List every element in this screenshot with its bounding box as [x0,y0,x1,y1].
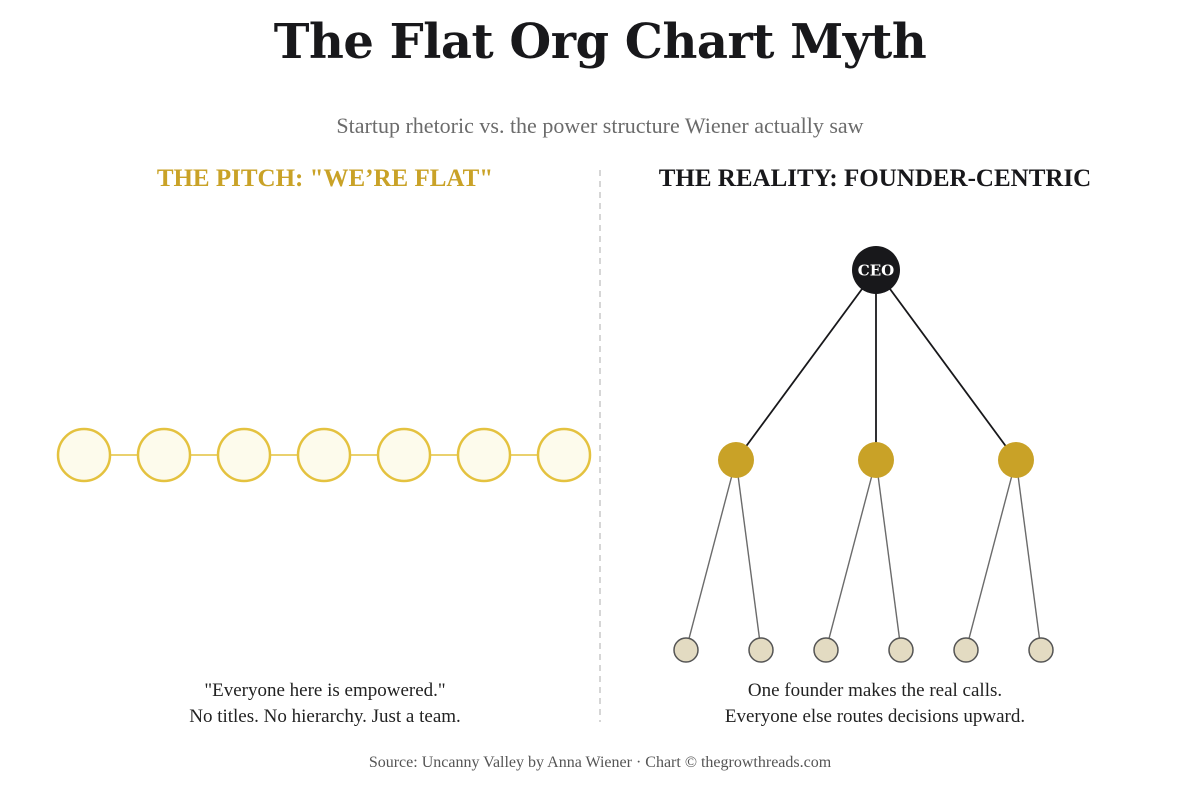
report-node [888,637,914,663]
report-node [813,637,839,663]
ceo-to-manager-link [875,269,1017,461]
flat-node [536,427,592,483]
manager-node [998,442,1034,478]
pitch-heading: THE PITCH: "WE’RE FLAT" [156,165,494,192]
flat-node [136,427,192,483]
manager-node [858,442,894,478]
source-credit: Source: Uncanny Valley by Anna Wiener · … [368,754,832,771]
manager-to-report-link [965,459,1017,651]
flat-node [56,427,112,483]
report-node [673,637,699,663]
reality-caption-line1: One founder makes the real calls. [747,680,1003,701]
reality-heading: THE REALITY: FOUNDER-CENTRIC [658,165,1092,192]
page-subtitle: Startup rhetoric vs. the power structure… [336,113,864,138]
flat-org-chain [56,427,592,483]
ceo-to-manager-link [735,269,877,461]
pitch-caption: "Everyone here is empowered." No titles.… [30,678,620,730]
ceo-label: CEO [858,262,894,280]
reality-caption: One founder makes the real calls. Everyo… [610,678,1140,730]
manager-to-report-link [1015,459,1042,651]
reality-caption-line2: Everyone else routes decisions upward. [724,706,1026,727]
pitch-caption-detail: No titles. No hierarchy. Just a team. [189,706,461,727]
pitch-caption-quote: "Everyone here is empowered." [204,680,446,701]
manager-to-report-link [875,459,902,651]
ceo-node [852,246,900,294]
manager-to-report-link [825,459,877,651]
flat-node [456,427,512,483]
manager-to-report-link [685,459,737,651]
flat-node [296,427,352,483]
page-title: The Flat Org Chart Myth [273,14,927,70]
founder-centric-tree: CEO [673,246,1054,663]
manager-node [718,442,754,478]
flat-node [376,427,432,483]
flat-node [216,427,272,483]
manager-to-report-link [735,459,762,651]
report-node [1028,637,1054,663]
report-node [748,637,774,663]
report-node [953,637,979,663]
